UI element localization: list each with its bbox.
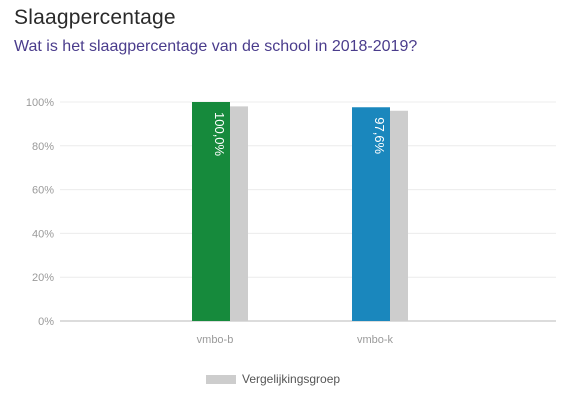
x-category-label: vmbo-b [197,334,234,346]
y-tick-label: 100% [26,97,54,109]
y-tick-label: 80% [32,141,54,153]
bar-value-label: 97,6% [372,117,387,154]
comparison-bar [226,106,248,321]
legend-swatch-vergelijkingsgroep [206,374,236,384]
y-tick-label: 60% [32,185,54,197]
y-tick-label: 20% [32,272,54,284]
chart-title: Slaagpercentage [14,6,176,29]
y-tick-label: 0% [38,316,54,328]
chart-subtitle: Wat is het slaagpercentage van de school… [14,38,418,55]
bar-value-label: 100,0% [212,112,227,157]
legend: Vergelijkingsgroep [206,372,340,386]
comparison-bar [386,110,408,321]
y-tick-label: 40% [32,228,54,240]
bar-vmbo-b [192,102,230,321]
x-category-label: vmbo-k [357,334,394,346]
legend-label-vergelijkingsgroep: Vergelijkingsgroep [242,372,341,386]
bar-vmbo-k [352,107,390,321]
